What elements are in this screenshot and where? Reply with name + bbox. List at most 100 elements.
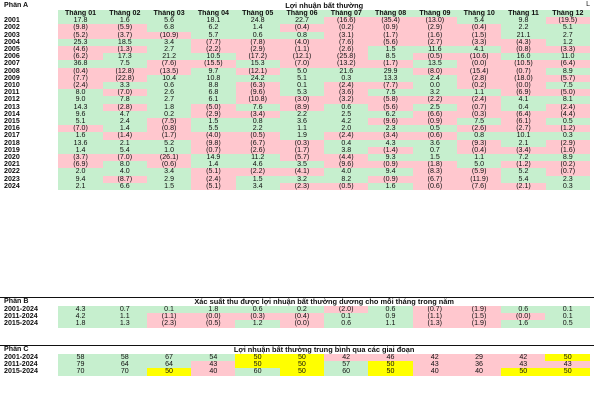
value-cell: 5.3 (279, 89, 325, 97)
value-cell: (6.9) (501, 89, 546, 97)
period-row: 2015-2024 70 70 50 40 60 50 60 50 40 40 50 50 (2, 368, 590, 376)
value-cell: 0.5 (545, 118, 590, 126)
value-cell: 6.6 (102, 182, 147, 191)
value-cell: (0.5) (191, 320, 236, 328)
value-cell: (4.0) (191, 132, 236, 140)
value-cell: (0.4) (457, 24, 502, 32)
value-cell: (9.6) (235, 89, 280, 97)
year-label: 2020 (2, 154, 59, 162)
section-divider (0, 345, 594, 346)
value-cell: (5.6) (368, 38, 413, 47)
value-cell: (3.4) (501, 146, 546, 155)
value-cell: 54 (191, 354, 236, 362)
value-cell: (7.6) (457, 182, 502, 191)
value-cell: (5.1) (191, 182, 236, 191)
value-cell: 9.6 (58, 110, 103, 119)
value-cell: (2.9) (235, 46, 280, 54)
year-row: 2017 1.6 (1.4) (1.7) (4.0) (0.5) 1.9 (2.4) (3.4)… (2, 132, 590, 140)
value-cell: (1.7) (146, 132, 192, 140)
year-row: 2006 (6.2) 17.3 21.2 10.5 (17.2) (12.1) (25.8) 8… (2, 53, 590, 61)
period-row: 2011-2024 79 64 64 43 50 50 57 50 43 36 43 43 (2, 361, 590, 369)
value-cell: 3.8 (324, 146, 369, 155)
value-cell: (3.7) (58, 154, 103, 162)
value-cell: 25.3 (58, 38, 103, 47)
value-cell: (2.1) (501, 182, 546, 191)
value-cell: 14.3 (58, 103, 103, 111)
value-cell: (0.0) (191, 313, 236, 321)
value-cell: 50 (279, 361, 325, 369)
value-cell: (2.6) (324, 46, 369, 54)
value-cell: 21.1 (501, 31, 546, 39)
value-cell: 2.3 (368, 125, 413, 133)
value-cell: (0.4) (279, 24, 325, 32)
value-cell: (7.6) (146, 60, 192, 68)
value-cell: (7.7) (191, 38, 236, 47)
value-cell: (1.9) (456, 306, 502, 314)
value-cell: (1.1) (279, 46, 325, 54)
value-cell: 7.5 (102, 60, 147, 68)
period-label: 2015-2024 (2, 368, 59, 376)
year-row: 2005 (4.6) (1.3) 2.7 (2.2) (2.9) (1.1) (2.6) 1.5… (2, 46, 590, 54)
value-cell: 5.1 (58, 118, 103, 126)
value-cell: 5.2 (501, 168, 546, 176)
value-cell: 0.6 (324, 320, 369, 328)
value-cell: 5.1 (545, 24, 590, 32)
value-cell: 50 (235, 361, 280, 369)
year-label: 2023 (2, 175, 59, 183)
value-cell: (1.1) (146, 313, 192, 321)
section-title-row: Phần C Lợi nhuận bất thường trung bình qu… (2, 346, 590, 354)
value-cell: (4.6) (58, 46, 103, 54)
value-cell: (12.1) (279, 53, 325, 61)
value-cell: 24.2 (235, 74, 280, 83)
value-cell: (2.8) (457, 74, 502, 83)
value-cell: 50 (545, 368, 590, 376)
year-row: 2013 14.3 (2.8) 1.8 (5.0) 7.6 (8.9) 0.6 (5.6) 2.5… (2, 103, 590, 111)
value-cell: 0.1 (279, 82, 325, 90)
value-cell: 10.4 (146, 74, 192, 83)
value-cell: 10.5 (191, 53, 236, 61)
value-cell: 3.4 (146, 168, 192, 176)
section-name: Phần A (4, 2, 29, 10)
value-cell: 18.5 (102, 38, 147, 47)
value-cell: (0.2) (324, 24, 369, 32)
value-cell: (2.4) (191, 175, 236, 183)
value-cell: 58 (58, 354, 103, 362)
value-cell: (2.7) (501, 125, 546, 133)
value-cell: 0.4 (501, 103, 546, 111)
year-row: 2014 9.6 4.7 0.2 (2.9) (3.4) 2.2 2.5 6.2 (6.6) (0.… (2, 110, 590, 119)
value-cell: 50 (368, 368, 413, 376)
value-cell: 0.1 (146, 306, 192, 314)
value-cell: (0.6) (412, 132, 458, 140)
value-cell: 2.4 (102, 118, 147, 126)
value-cell: 13.5 (412, 60, 458, 68)
value-cell: (9.3) (457, 139, 502, 147)
year-label: 2013 (2, 103, 59, 111)
period-row: 2015-2024 1.8 1.3 (2.3) (0.5) 1.2 (0.0) 0.6 1.1(… (2, 320, 590, 328)
value-cell: (5.7) (545, 74, 590, 83)
value-cell: 8.0 (102, 161, 147, 169)
section-title: Lợi nhuận bất thường trung bình qua các … (233, 346, 415, 354)
month-header: Tháng 02 (102, 10, 147, 18)
section-divider (0, 297, 594, 298)
value-cell: (1.7) (368, 60, 413, 68)
value-cell: 4.1 (501, 96, 546, 104)
value-cell: (15.4) (457, 67, 502, 75)
value-cell: 7.5 (545, 82, 590, 90)
value-cell: (2.4) (324, 82, 369, 90)
value-cell: (2.9) (545, 139, 590, 147)
value-cell: 4.0 (102, 168, 147, 176)
value-cell: 50 (146, 368, 192, 376)
value-cell: (7.5) (146, 118, 192, 126)
value-cell: (0.7) (501, 67, 546, 75)
value-cell: 0.2 (146, 110, 192, 119)
value-cell: 21.6 (324, 67, 369, 75)
value-cell: (2.0) (324, 306, 369, 314)
value-cell: (7.0) (279, 60, 325, 68)
year-label: 2001 (2, 17, 59, 25)
section-name: Phần C (4, 346, 29, 354)
year-row: 2010 (2.4) 3.3 0.6 8.8 (6.3) 0.1 (2.4) (7.7) 0.0(… (2, 82, 590, 90)
value-cell: 0.7 (412, 146, 458, 155)
value-cell: 24.8 (235, 17, 280, 25)
value-cell: (1.4) (368, 146, 413, 155)
value-cell: 6.2 (191, 24, 236, 32)
